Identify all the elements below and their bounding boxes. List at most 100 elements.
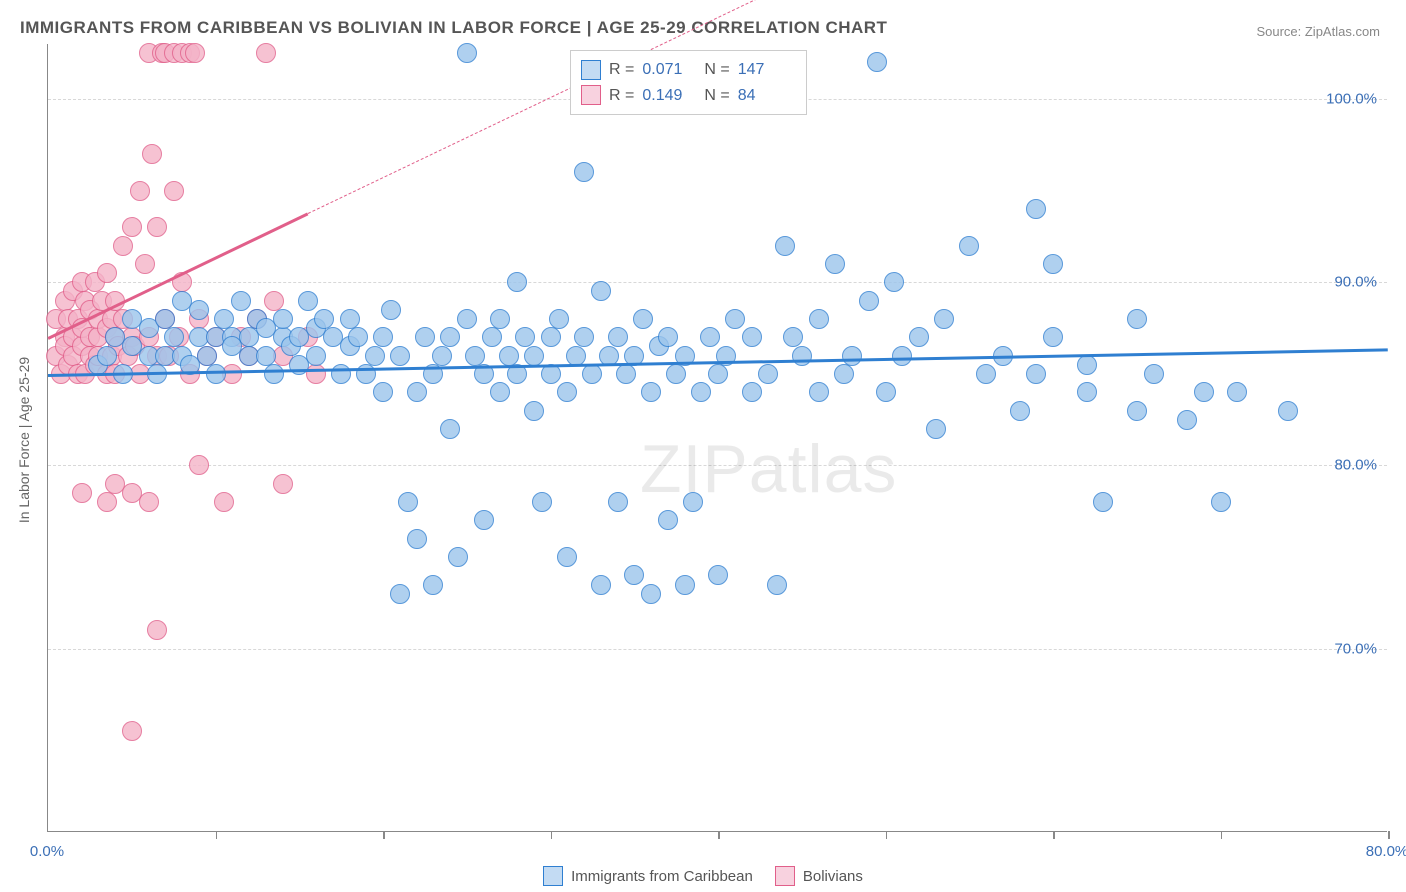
y-tick-label: 80.0% <box>1334 457 1377 474</box>
data-point-bolivian <box>122 217 142 237</box>
data-point-caribbean <box>683 492 703 512</box>
data-point-caribbean <box>708 565 728 585</box>
data-point-caribbean <box>197 346 217 366</box>
data-point-caribbean <box>758 364 778 384</box>
data-point-caribbean <box>1010 401 1030 421</box>
data-point-caribbean <box>155 309 175 329</box>
data-point-caribbean <box>164 327 184 347</box>
n-value-bolivian: 84 <box>738 83 792 109</box>
data-point-caribbean <box>1043 254 1063 274</box>
data-point-caribbean <box>582 364 602 384</box>
x-tick-label-max: 80.0% <box>1366 843 1406 860</box>
data-point-caribbean <box>365 346 385 366</box>
data-point-bolivian <box>185 43 205 63</box>
data-point-bolivian <box>105 474 125 494</box>
swatch-caribbean <box>581 60 601 80</box>
data-point-caribbean <box>557 547 577 567</box>
data-point-bolivian <box>72 483 92 503</box>
data-point-caribbean <box>524 401 544 421</box>
data-point-caribbean <box>959 236 979 256</box>
data-point-caribbean <box>1194 382 1214 402</box>
y-axis-label: In Labor Force | Age 25-29 <box>16 357 32 523</box>
data-point-bolivian <box>135 254 155 274</box>
data-point-caribbean <box>859 291 879 311</box>
data-point-caribbean <box>675 575 695 595</box>
x-tick <box>1388 831 1390 839</box>
data-point-caribbean <box>884 272 904 292</box>
y-tick-label: 70.0% <box>1334 640 1377 657</box>
data-point-caribbean <box>641 584 661 604</box>
data-point-caribbean <box>876 382 896 402</box>
data-point-caribbean <box>390 584 410 604</box>
r-value-bolivian: 0.149 <box>642 83 696 109</box>
r-label: R = <box>609 83 634 109</box>
data-point-caribbean <box>825 254 845 274</box>
data-point-bolivian <box>256 43 276 63</box>
data-point-caribbean <box>1026 199 1046 219</box>
data-point-caribbean <box>658 510 678 530</box>
data-point-caribbean <box>373 382 393 402</box>
data-point-caribbean <box>507 272 527 292</box>
data-point-caribbean <box>515 327 535 347</box>
data-point-caribbean <box>490 382 510 402</box>
data-point-caribbean <box>574 327 594 347</box>
data-point-caribbean <box>474 510 494 530</box>
n-label: N = <box>704 57 729 83</box>
data-point-caribbean <box>331 364 351 384</box>
data-point-caribbean <box>1177 410 1197 430</box>
data-point-caribbean <box>566 346 586 366</box>
data-point-caribbean <box>725 309 745 329</box>
x-tick <box>1221 831 1223 839</box>
data-point-caribbean <box>1127 401 1147 421</box>
data-point-caribbean <box>340 309 360 329</box>
data-point-caribbean <box>633 309 653 329</box>
data-point-caribbean <box>641 382 661 402</box>
data-point-caribbean <box>934 309 954 329</box>
data-point-caribbean <box>842 346 862 366</box>
data-point-caribbean <box>231 291 251 311</box>
data-point-caribbean <box>809 382 829 402</box>
legend-item-bolivian: Bolivians <box>775 866 863 886</box>
plot-area: 70.0%80.0%90.0%100.0% <box>47 44 1387 832</box>
x-tick <box>216 831 218 839</box>
data-point-caribbean <box>976 364 996 384</box>
data-point-bolivian <box>139 492 159 512</box>
data-point-caribbean <box>708 364 728 384</box>
data-point-caribbean <box>97 346 117 366</box>
data-point-caribbean <box>256 346 276 366</box>
n-value-caribbean: 147 <box>738 57 792 83</box>
data-point-caribbean <box>457 309 477 329</box>
y-tick-label: 100.0% <box>1326 90 1377 107</box>
data-point-bolivian <box>130 181 150 201</box>
data-point-caribbean <box>381 300 401 320</box>
data-point-caribbean <box>1077 355 1097 375</box>
gridline-h <box>48 465 1387 466</box>
data-point-caribbean <box>348 327 368 347</box>
data-point-caribbean <box>742 327 762 347</box>
gridline-h <box>48 282 1387 283</box>
data-point-bolivian <box>147 620 167 640</box>
data-point-caribbean <box>423 575 443 595</box>
data-point-caribbean <box>892 346 912 366</box>
legend-swatch-caribbean <box>543 866 563 886</box>
n-label: N = <box>704 83 729 109</box>
r-label: R = <box>609 57 634 83</box>
data-point-caribbean <box>1043 327 1063 347</box>
data-point-caribbean <box>465 346 485 366</box>
legend-label-caribbean: Immigrants from Caribbean <box>571 868 753 885</box>
data-point-caribbean <box>616 364 636 384</box>
data-point-bolivian <box>264 291 284 311</box>
data-point-caribbean <box>834 364 854 384</box>
data-point-caribbean <box>691 382 711 402</box>
stats-row-caribbean: R = 0.071 N = 147 <box>581 57 792 83</box>
data-point-caribbean <box>1093 492 1113 512</box>
data-point-caribbean <box>658 327 678 347</box>
data-point-caribbean <box>1127 309 1147 329</box>
data-point-caribbean <box>1211 492 1231 512</box>
data-point-bolivian <box>164 181 184 201</box>
data-point-caribbean <box>541 327 561 347</box>
data-point-caribbean <box>1077 382 1097 402</box>
data-point-bolivian <box>97 492 117 512</box>
data-point-caribbean <box>783 327 803 347</box>
data-point-caribbean <box>298 291 318 311</box>
